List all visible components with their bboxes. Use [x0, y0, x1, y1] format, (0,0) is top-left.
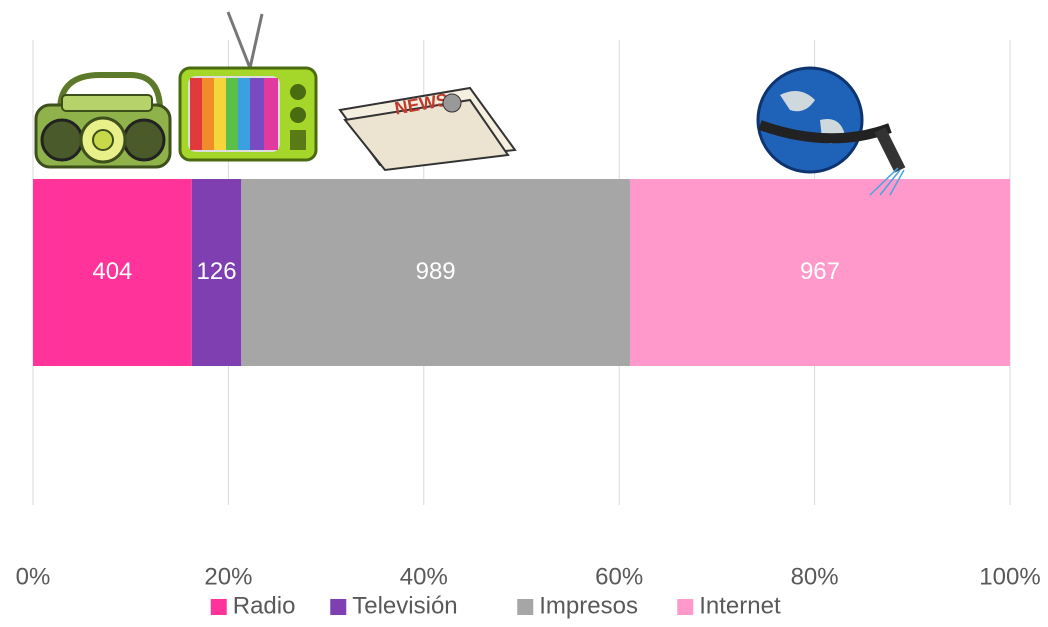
x-tick-label: 60% [595, 563, 643, 590]
x-tick-label: 0% [16, 563, 51, 590]
legend-swatch [330, 599, 347, 615]
data-label: 989 [416, 258, 456, 285]
data-label: 404 [92, 258, 132, 285]
newspaper-icon: NEWS [338, 86, 517, 172]
legend-label: Radio [233, 592, 296, 619]
data-label: 126 [197, 258, 237, 285]
bar-segment [629, 179, 1010, 366]
bar-segment [191, 179, 242, 366]
legend-label: Impresos [539, 592, 638, 619]
bar-segment [241, 179, 630, 366]
radio-icon [34, 72, 172, 169]
legend-swatch [210, 599, 227, 615]
bar-segment [33, 179, 192, 366]
legend: Radio Televisión Impresos Internet [210, 592, 781, 619]
labels: 0% 20% 40% 60% 80% 100% 404 126 989 967 [16, 258, 1041, 591]
x-tick-label: 40% [400, 563, 448, 590]
internet-icon [756, 66, 906, 196]
x-tick-label: 80% [791, 563, 839, 590]
bars [33, 179, 1010, 366]
legend-label: Televisión [352, 592, 457, 619]
data-label: 967 [800, 258, 840, 285]
legend-swatch [677, 599, 694, 615]
legend-swatch [517, 599, 534, 615]
x-tick-label: 20% [204, 563, 252, 590]
legend-label: Internet [699, 592, 781, 619]
tv-icon [178, 11, 318, 162]
x-tick-label: 100% [979, 563, 1040, 590]
